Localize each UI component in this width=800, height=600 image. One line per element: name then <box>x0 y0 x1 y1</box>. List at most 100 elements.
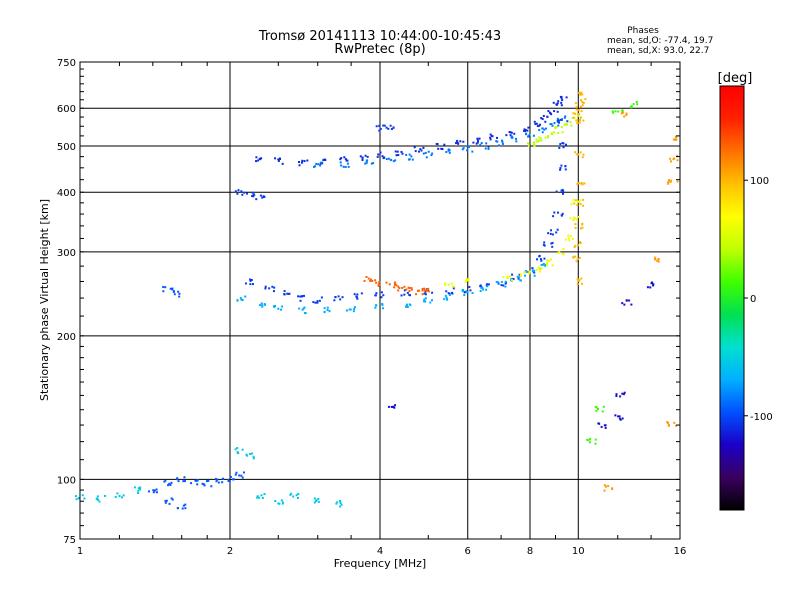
echo-point <box>535 138 538 141</box>
chart-title: Tromsø 20141113 10:44:00-10:45:43 <box>258 29 501 44</box>
echo-point <box>487 146 490 149</box>
echo-point <box>544 263 547 266</box>
echo-point <box>547 136 550 139</box>
x-tick-label: 4 <box>377 546 383 557</box>
x-tick-label: 16 <box>674 546 687 557</box>
echo-point <box>636 103 639 106</box>
echo-point <box>575 260 578 263</box>
echo-point <box>578 279 581 282</box>
echo-point <box>625 299 628 302</box>
echo-point <box>229 475 232 478</box>
echo-point <box>343 156 346 159</box>
echo-point <box>597 408 600 411</box>
echo-point <box>559 118 562 121</box>
echo-point <box>557 100 560 103</box>
echo-point <box>541 118 544 121</box>
echo-point <box>339 158 342 161</box>
echo-point <box>340 164 343 167</box>
echo-point <box>543 241 546 244</box>
echo-point <box>557 119 560 122</box>
echo-point <box>542 114 545 117</box>
echo-point <box>251 283 254 286</box>
echo-point <box>559 143 562 146</box>
echo-point <box>232 478 235 481</box>
echo-point <box>504 285 507 288</box>
echo-point <box>448 293 451 296</box>
echo-point <box>560 126 563 129</box>
echo-point <box>377 284 380 287</box>
echo-point <box>374 306 377 309</box>
echo-point <box>581 222 584 225</box>
echo-point <box>481 287 484 290</box>
echo-point <box>479 143 482 146</box>
echo-point <box>255 160 258 163</box>
echo-point <box>476 137 479 140</box>
echo-point <box>509 131 512 134</box>
echo-point <box>419 148 422 151</box>
echo-point <box>403 289 406 292</box>
echo-point <box>387 127 390 130</box>
echo-point <box>303 294 306 297</box>
echo-point <box>581 282 584 285</box>
echo-point <box>445 290 448 293</box>
echo-point <box>252 195 255 198</box>
echo-point <box>560 119 563 122</box>
echo-point <box>389 158 392 161</box>
echo-point <box>169 287 172 290</box>
echo-point <box>508 275 511 278</box>
echo-point <box>375 281 378 284</box>
echo-point <box>569 121 572 124</box>
echo-point <box>462 147 465 150</box>
echo-point <box>345 159 348 162</box>
echo-point <box>361 156 364 159</box>
echo-point <box>650 282 653 285</box>
echo-point <box>237 189 240 192</box>
echo-point <box>538 254 541 257</box>
echo-point <box>565 143 568 146</box>
echo-point <box>525 133 528 136</box>
echo-point <box>466 145 469 148</box>
echo-point <box>148 490 151 493</box>
echo-point <box>250 278 253 281</box>
echo-point <box>497 281 500 284</box>
echo-point <box>667 421 670 424</box>
echo-point <box>370 162 373 165</box>
echo-point <box>435 142 438 145</box>
echo-point <box>258 304 261 307</box>
echo-point <box>577 200 580 203</box>
echo-point <box>575 108 578 111</box>
echo-point <box>560 214 563 217</box>
echo-point <box>546 115 549 118</box>
echo-point <box>621 417 624 420</box>
echo-point <box>622 393 625 396</box>
echo-point <box>340 157 343 160</box>
y-tick-label: 75 <box>63 535 76 546</box>
echo-point <box>381 307 384 310</box>
echo-point <box>169 483 172 486</box>
echo-point <box>323 158 326 161</box>
echo-point <box>555 126 558 129</box>
echo-point <box>271 285 274 288</box>
x-tick-label: 8 <box>527 546 533 557</box>
echo-point <box>401 286 404 289</box>
phases-x-stats: mean, sd,X: 93.0, 22.7 <box>607 46 709 56</box>
echo-point <box>242 471 245 474</box>
colorbar-tick-label: 100 <box>750 176 769 187</box>
echo-point <box>538 139 541 142</box>
echo-point <box>303 312 306 315</box>
echo-point <box>241 299 244 302</box>
echo-point <box>528 270 531 273</box>
echo-point <box>246 454 249 457</box>
echo-point <box>184 503 187 506</box>
echo-point <box>176 507 179 510</box>
echo-point <box>536 125 539 128</box>
echo-point <box>574 199 577 202</box>
echo-point <box>319 164 322 167</box>
echo-point <box>370 278 373 281</box>
echo-point <box>467 145 470 148</box>
echo-point <box>390 128 393 131</box>
echo-point <box>615 395 618 398</box>
echo-point <box>555 231 558 234</box>
echo-point <box>410 287 413 290</box>
echo-point <box>579 116 582 119</box>
